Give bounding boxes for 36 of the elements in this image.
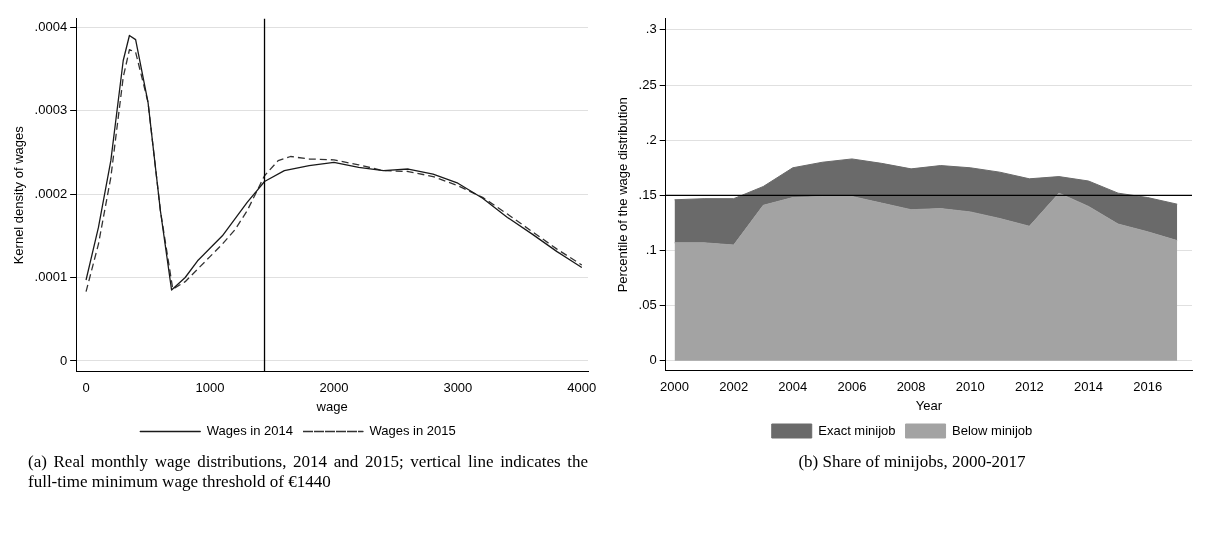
x-tick-label: 2002 <box>719 379 749 395</box>
x-tick-label: 2006 <box>837 379 867 395</box>
y-axis-title: Percentile of the wage distribution <box>615 97 631 293</box>
x-tick-label: 1000 <box>195 380 225 396</box>
y-tick-label: .25 <box>638 76 657 92</box>
y-tick-label: 0 <box>649 352 657 368</box>
text: (a) Real monthly wage distributions, 2014 and 2015; vertical line indicates the full-time minimum wage threshold of €1440 <box>28 452 588 492</box>
y-tick-label: .0001 <box>34 269 68 285</box>
y-tick-label: .0002 <box>34 185 68 201</box>
x-tick-label: 4000 <box>567 380 597 396</box>
x-tick-label: 3000 <box>443 380 473 396</box>
x-tick-label: 2000 <box>660 379 689 395</box>
x-tick-label: 2012 <box>1014 379 1044 395</box>
legend-label: Wages in 2015 <box>369 423 456 439</box>
y-tick-label: .15 <box>638 186 657 202</box>
legend-label: Wages in 2014 <box>206 423 294 439</box>
x-tick-label: 2000 <box>319 380 349 396</box>
x-tick-label: 2004 <box>778 379 808 395</box>
x-tick-label: 2010 <box>955 379 985 395</box>
legend-label: Exact minijob <box>818 422 896 438</box>
y-tick-label: .0003 <box>34 102 68 118</box>
y-tick-label: .3 <box>645 21 657 37</box>
y-axis-title: Kernel density of wages <box>11 125 27 265</box>
x-tick-label: 2014 <box>1074 379 1103 395</box>
y-tick-label: .1 <box>645 242 657 258</box>
y-tick-label: .05 <box>638 297 657 313</box>
y-tick-label: .0004 <box>34 18 68 34</box>
x-tick-label: 2016 <box>1133 379 1163 395</box>
y-tick-label: .2 <box>645 131 657 147</box>
x-tick-label: 0 <box>82 380 90 396</box>
text: (b) Share of minijobs, 2000-2017 <box>797 452 1027 472</box>
legend-label: Below minijob <box>952 422 1033 438</box>
x-axis-title: wage <box>315 398 348 414</box>
x-axis-title: Year <box>915 397 943 413</box>
x-tick-label: 2008 <box>896 379 926 395</box>
y-tick-label: 0 <box>59 352 68 368</box>
